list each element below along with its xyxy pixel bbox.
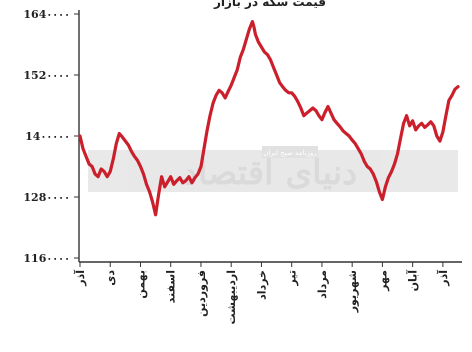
x-tick-label: مهر bbox=[376, 270, 389, 292]
x-tick-label: اردیبهشت bbox=[225, 270, 238, 324]
x-tick-label: مرداد bbox=[316, 270, 329, 299]
y-tick-label: 116۰۰۰۰ bbox=[23, 252, 70, 265]
y-tick-label: 128۰۰۰۰ bbox=[23, 191, 70, 204]
x-tick-label: آذر bbox=[436, 270, 450, 287]
x-tick-label: اسفند bbox=[165, 270, 178, 303]
chart-title: قیمت سکه در بازار bbox=[213, 0, 326, 9]
series-line bbox=[78, 20, 460, 217]
x-tick-label: خرداد bbox=[255, 270, 268, 300]
x-tick-label: بهمن bbox=[134, 270, 147, 299]
x-ticks: آذر دی بهمن اسفند فروردین اردیبهشت خرداد تیر مرد… bbox=[73, 262, 450, 324]
y-ticks: 116۰۰۰۰ 128۰۰۰۰ 14۰۰۰۰۰ 152۰۰۰۰ 164۰۰۰۰ bbox=[23, 8, 79, 265]
x-tick-label: تیر bbox=[286, 270, 299, 286]
watermark-text: دنیای اقتصاد bbox=[183, 153, 358, 193]
x-tick-label: دی bbox=[104, 270, 117, 286]
watermark-subtext: روزنامه صبح ایران bbox=[263, 149, 317, 157]
x-tick-label: آبان bbox=[406, 270, 420, 292]
y-tick-label: 14۰۰۰۰۰ bbox=[25, 130, 70, 143]
x-tick-label: فروردین bbox=[195, 270, 208, 317]
y-tick-label: 164۰۰۰۰ bbox=[23, 8, 70, 21]
watermark: دنیای اقتصاد روزنامه صبح ایران bbox=[88, 146, 458, 193]
x-tick-label: شهریور bbox=[346, 270, 359, 313]
y-tick-label: 152۰۰۰۰ bbox=[23, 69, 70, 82]
watermark-sub-band bbox=[262, 146, 318, 158]
x-tick-label: آذر bbox=[73, 270, 87, 287]
